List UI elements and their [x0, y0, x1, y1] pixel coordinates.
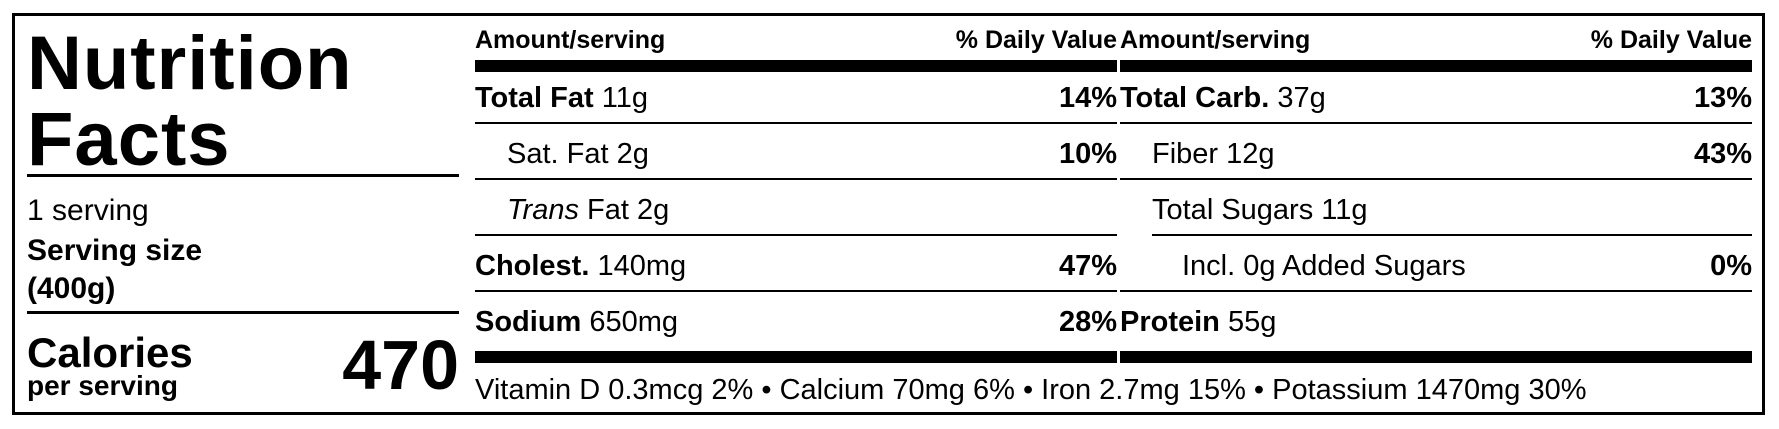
nutrient-amount: 140mg	[597, 250, 687, 282]
nutrient-row: Total Carb. 37g 13%	[1120, 72, 1752, 124]
nutrition-label: Nutrition Facts 1 serving Serving size (…	[12, 13, 1765, 415]
nutrient-row: Sat. Fat 2g 10%	[475, 128, 1117, 180]
row-divider	[1120, 178, 1752, 180]
row-divider	[1120, 122, 1752, 124]
nutrient-dv: 0%	[1710, 250, 1752, 282]
nutrient-name: Protein	[1120, 306, 1228, 338]
nutrient-column-left: Amount/serving % Daily Value Total Fat 1…	[475, 16, 1117, 412]
label-left-panel: Nutrition Facts 1 serving Serving size (…	[27, 16, 459, 412]
nutrient-name: Total Carb.	[1120, 82, 1278, 114]
nutrient-amount: 37g	[1277, 82, 1326, 114]
nutrient-dv: 43%	[1693, 138, 1752, 170]
title-line-1: Nutrition	[27, 21, 353, 106]
servings-count: 1 serving	[27, 194, 149, 227]
dv-header: % Daily Value	[955, 26, 1117, 54]
nutrient-amount: 2g	[637, 194, 670, 226]
nutrient-name: Fiber	[1152, 138, 1227, 170]
thick-divider	[475, 60, 1117, 72]
nutrient-amount: 11g	[601, 82, 648, 114]
nutrient-row: Protein 55g	[1120, 296, 1752, 348]
nutrient-name: Cholest.	[475, 250, 598, 282]
nutrient-row: Total Fat 11g 14%	[475, 72, 1117, 124]
nutrient-name: Total Fat	[475, 82, 602, 114]
row-divider	[475, 290, 1117, 292]
nutrient-name: Incl. 0g Added Sugars	[1182, 250, 1466, 282]
amount-header: Amount/serving	[1120, 26, 1311, 54]
dv-header: % Daily Value	[1590, 26, 1752, 54]
nutrient-name-rest: Fat	[587, 194, 638, 226]
nutrient-dv: 47%	[1058, 250, 1117, 282]
nutrient-amount: 12g	[1226, 138, 1275, 170]
nutrient-dv: 13%	[1693, 82, 1752, 114]
nutrient-row: Fiber 12g 43%	[1120, 128, 1752, 180]
label-title: Nutrition Facts	[27, 26, 353, 178]
nutrient-row: Total Sugars 11g	[1120, 184, 1752, 236]
nutrient-amount: 11g	[1321, 194, 1368, 226]
divider	[27, 174, 459, 177]
title-line-2: Facts	[27, 97, 231, 182]
amount-header: Amount/serving	[475, 26, 666, 54]
thick-divider	[1120, 60, 1752, 72]
column-header: Amount/serving % Daily Value	[1120, 26, 1752, 55]
row-divider	[475, 234, 1117, 236]
nutrient-row: Trans Fat 2g	[475, 184, 1117, 236]
nutrient-name: Sodium	[475, 306, 590, 338]
divider	[27, 311, 459, 314]
nutrient-row: Cholest. 140mg 47%	[475, 240, 1117, 292]
nutrient-name: Total Sugars	[1152, 194, 1322, 226]
thick-divider	[475, 351, 1117, 363]
nutrient-amount: 650mg	[589, 306, 679, 338]
row-divider	[475, 178, 1117, 180]
nutrient-dv: 14%	[1058, 82, 1117, 114]
nutrient-amount: 55g	[1227, 306, 1277, 338]
row-divider	[1152, 234, 1752, 236]
thick-divider	[1120, 351, 1752, 363]
nutrient-dv: 10%	[1058, 138, 1117, 170]
nutrient-row: Sodium 650mg 28%	[475, 296, 1117, 348]
calories-value: 470	[342, 326, 459, 404]
row-divider	[475, 122, 1117, 124]
nutrient-dv: 28%	[1058, 306, 1117, 338]
serving-size: Serving size (400g)	[27, 232, 202, 308]
nutrient-row: Incl. 0g Added Sugars 0%	[1120, 240, 1752, 292]
calories-sub-label: per serving	[27, 370, 178, 401]
vitamins-minerals: Vitamin D 0.3mcg 2% • Calcium 70mg 6% • …	[475, 374, 1587, 406]
nutrient-name: Trans	[507, 194, 588, 226]
row-divider	[1120, 290, 1752, 292]
nutrient-name: Sat. Fat	[507, 138, 617, 170]
serving-size-value: (400g)	[27, 272, 116, 305]
nutrient-amount: 2g	[616, 138, 649, 170]
nutrient-column-right: Amount/serving % Daily Value Total Carb.…	[1120, 16, 1752, 412]
calories-label: Calories	[27, 329, 193, 376]
serving-size-label: Serving size	[27, 234, 203, 267]
column-header: Amount/serving % Daily Value	[475, 26, 1117, 55]
